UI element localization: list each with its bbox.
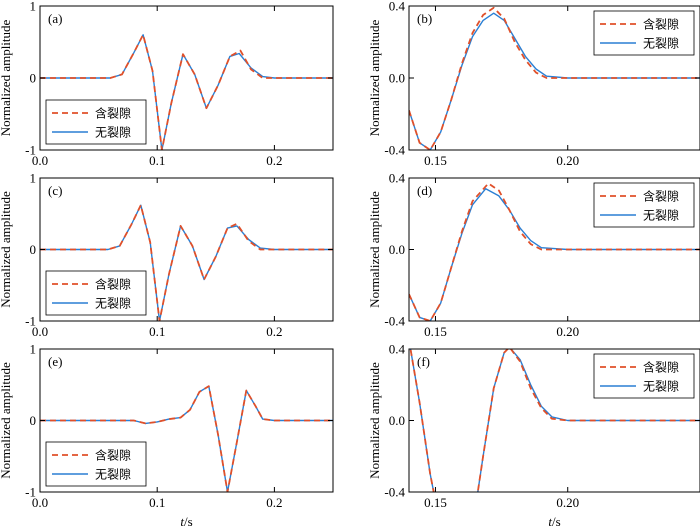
legend-box — [593, 182, 695, 228]
legend-box — [593, 353, 695, 399]
legend-label-with-fracture: 含裂隙 — [95, 106, 131, 121]
legend-label-without-fracture: 无裂隙 — [643, 209, 679, 223]
legend-box — [593, 10, 695, 56]
panel-4: 0.15 0.20 -0.4 0.0 0.4 (d) Normalized amplitud… — [367, 171, 700, 339]
legend-label-without-fracture: 无裂隙 — [95, 468, 131, 482]
y-tick-label: 1 — [30, 0, 37, 14]
x-axis-label: t/s — [180, 514, 192, 529]
series-line-without-fracture — [409, 12, 700, 150]
y-tick-label: -0.4 — [384, 314, 405, 329]
panel-label: (b) — [417, 11, 432, 26]
panel-label: (a) — [48, 11, 62, 26]
y-tick-label: 0 — [30, 71, 37, 86]
x-tick-label: 0.2 — [266, 324, 282, 339]
y-tick-label: 0.4 — [389, 342, 406, 357]
y-axis-label: Normalized amplitude — [0, 19, 13, 136]
x-tick-label: 0.1 — [149, 153, 165, 168]
y-tick-label: 0.4 — [389, 171, 406, 186]
y-tick-label: 0.4 — [389, 0, 406, 14]
legend-label-without-fracture: 无裂隙 — [95, 126, 131, 140]
x-axis-label-var: t — [180, 514, 184, 529]
legend-label-with-fracture: 含裂隙 — [643, 360, 679, 375]
legend-box — [45, 270, 147, 316]
series-line-with-fracture — [40, 33, 333, 150]
legend-label-with-fracture: 含裂隙 — [643, 17, 679, 32]
x-tick-label: 0.20 — [556, 495, 579, 510]
y-tick-label: 0.0 — [389, 413, 405, 428]
y-tick-label: 0.0 — [389, 71, 405, 86]
panel-6: 0.15 0.20 -0.4 0.0 0.4 (f) Normalized amplitud… — [367, 342, 700, 510]
x-axis-label-unit: /s — [552, 514, 561, 529]
panel-label: (e) — [48, 354, 62, 369]
legend-label-with-fracture: 含裂隙 — [95, 277, 131, 292]
x-tick-label: 0.2 — [266, 153, 282, 168]
x-axis-label: t/s — [548, 514, 560, 529]
panel-5: 0.0 0.1 0.2 -1 0 1 (e) Normalized amplitude 含裂隙无… — [0, 342, 334, 510]
x-tick-label: 0.15 — [424, 324, 447, 339]
legend-label-without-fracture: 无裂隙 — [95, 297, 131, 311]
series-line-with-fracture — [40, 385, 333, 492]
panel-3: 0.0 0.1 0.2 -1 0 1 (c) Normalized amplitude 含裂隙无… — [0, 171, 334, 339]
legend-box — [45, 441, 147, 487]
y-tick-label: -1 — [25, 314, 36, 329]
x-tick-label: 0.0 — [32, 324, 48, 339]
legend-label-with-fracture: 含裂隙 — [95, 448, 131, 463]
panel-label: (f) — [417, 354, 430, 369]
panel-label: (c) — [48, 183, 62, 198]
y-axis-label: Normalized amplitude — [367, 362, 382, 479]
x-tick-label: 0.1 — [149, 495, 165, 510]
x-tick-label: 0.15 — [424, 495, 447, 510]
series-line-with-fracture — [409, 349, 700, 492]
x-tick-label: 0.0 — [32, 495, 48, 510]
y-tick-label: -0.4 — [384, 485, 405, 500]
y-tick-label: 1 — [30, 342, 37, 357]
y-tick-label: -1 — [25, 485, 36, 500]
panel-2: 0.15 0.20 -0.4 0.0 0.4 (b) Normalized amplitud… — [367, 0, 700, 168]
x-tick-label: 0.15 — [424, 153, 447, 168]
x-tick-label: 0.2 — [266, 495, 282, 510]
x-axis-label-var: t — [548, 514, 552, 529]
legend-label-without-fracture: 无裂隙 — [643, 37, 679, 51]
panel-label: (d) — [417, 183, 432, 198]
series-line-with-fracture — [40, 204, 333, 321]
y-tick-label: 0.0 — [389, 242, 405, 257]
panel-1: 0.0 0.1 0.2 -1 0 1 (a) Normalized amplitude 含裂隙无… — [0, 0, 334, 168]
series-line-with-fracture — [409, 182, 700, 321]
x-tick-label: 0.20 — [556, 324, 579, 339]
y-tick-label: 0 — [30, 242, 37, 257]
y-tick-label: 0 — [30, 413, 37, 428]
y-axis-label: Normalized amplitude — [0, 191, 13, 308]
x-axis-label-unit: /s — [184, 514, 193, 529]
y-tick-label: 1 — [30, 171, 37, 186]
y-tick-label: -1 — [25, 143, 36, 158]
legend-label-with-fracture: 含裂隙 — [643, 189, 679, 204]
legend-label-without-fracture: 无裂隙 — [643, 380, 679, 394]
x-tick-label: 0.1 — [149, 324, 165, 339]
x-tick-label: 0.20 — [556, 153, 579, 168]
y-axis-label: Normalized amplitude — [0, 362, 13, 479]
legend-box — [45, 99, 147, 145]
x-tick-label: 0.0 — [32, 153, 48, 168]
y-tick-label: -0.4 — [384, 143, 405, 158]
y-axis-label: Normalized amplitude — [367, 19, 382, 136]
y-axis-label: Normalized amplitude — [367, 191, 382, 308]
